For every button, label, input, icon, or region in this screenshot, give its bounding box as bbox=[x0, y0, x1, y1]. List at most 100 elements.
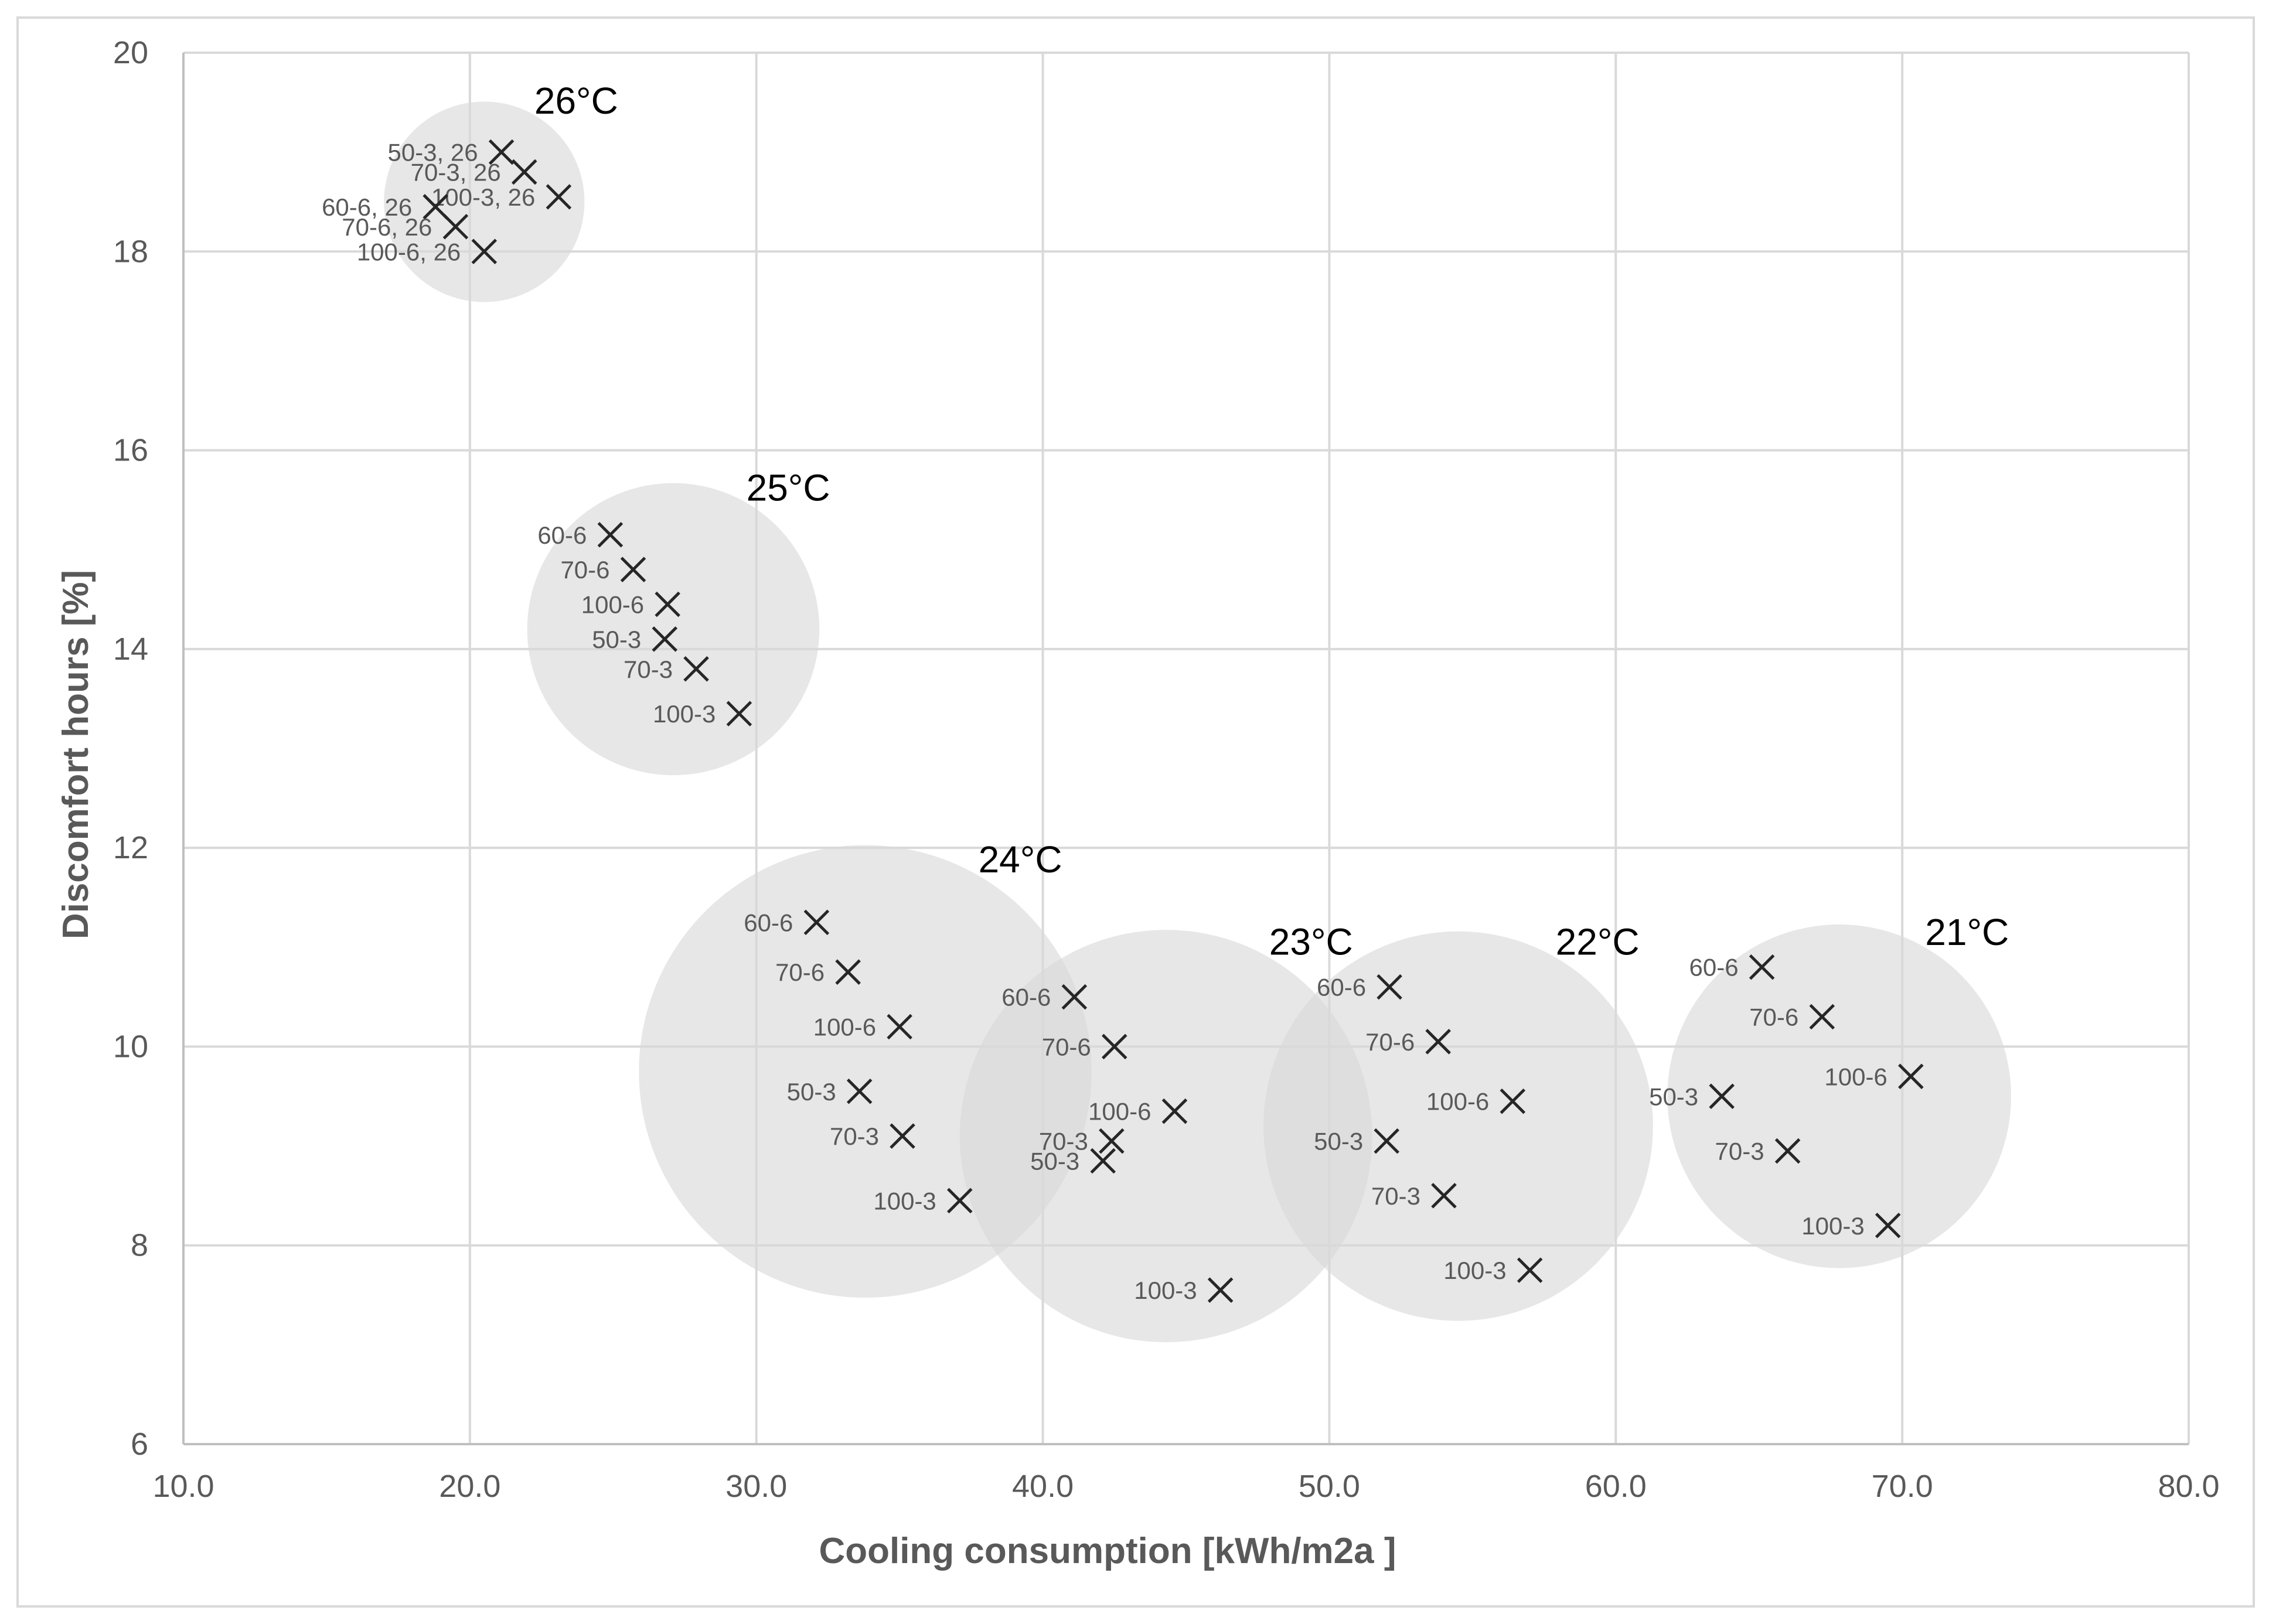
marker-stroke bbox=[846, 1079, 873, 1104]
point-label: 100-3 bbox=[1134, 1277, 1197, 1304]
point-marker bbox=[726, 701, 752, 726]
point-label: 100-6 bbox=[1088, 1098, 1151, 1125]
bubbles-layer bbox=[384, 101, 2011, 1343]
point-label: 60-6 bbox=[744, 909, 793, 936]
y-tick-label: 18 bbox=[113, 234, 148, 269]
marker-stroke bbox=[1774, 1138, 1801, 1164]
point-label: 100-3 bbox=[1443, 1257, 1506, 1284]
point-marker bbox=[947, 1188, 973, 1214]
marker-stroke bbox=[655, 591, 680, 617]
x-tick-label: 40.0 bbox=[1012, 1469, 1074, 1504]
point-label: 70-3 bbox=[624, 656, 673, 683]
point-label: 50-3, 26 bbox=[388, 139, 478, 166]
grid-layer bbox=[183, 52, 2190, 1444]
bubble-21c bbox=[1667, 924, 2011, 1268]
marker-stroke bbox=[1517, 1257, 1543, 1283]
point-label: 100-3 bbox=[653, 700, 716, 728]
marker-stroke bbox=[835, 959, 861, 985]
point-marker bbox=[1749, 954, 1775, 980]
point-marker bbox=[1207, 1277, 1234, 1303]
point-label: 70-3 bbox=[1371, 1182, 1420, 1210]
marker-stroke bbox=[620, 557, 646, 582]
point-label: 60-6 bbox=[537, 521, 587, 549]
marker-stroke bbox=[1425, 1029, 1451, 1055]
point-marker bbox=[1809, 1004, 1835, 1030]
marker-stroke bbox=[442, 214, 469, 240]
y-tick-label: 20 bbox=[113, 35, 148, 70]
marker-stroke bbox=[803, 909, 830, 936]
marker-stroke bbox=[1207, 1277, 1234, 1303]
point-marker bbox=[1709, 1083, 1735, 1110]
marker-stroke bbox=[1709, 1083, 1735, 1110]
marker-stroke bbox=[683, 656, 709, 682]
point-marker bbox=[1102, 1033, 1127, 1060]
point-label: 70-6 bbox=[560, 556, 609, 584]
point-label: 70-6 bbox=[1749, 1004, 1798, 1031]
marker-stroke bbox=[1161, 1098, 1188, 1124]
point-marker bbox=[597, 522, 624, 548]
point-label: 50-3 bbox=[787, 1078, 836, 1106]
y-tick-label: 12 bbox=[113, 830, 148, 865]
point-label: 70-3 bbox=[1715, 1138, 1764, 1165]
marker-stroke bbox=[597, 522, 624, 548]
point-marker bbox=[835, 959, 861, 985]
y-tick-label: 8 bbox=[131, 1228, 148, 1263]
marker-stroke bbox=[726, 701, 752, 726]
point-marker bbox=[1090, 1148, 1116, 1174]
x-tick-label: 20.0 bbox=[439, 1469, 500, 1504]
point-marker bbox=[511, 159, 537, 185]
group-label: 21°C bbox=[1925, 911, 2009, 953]
marker-stroke bbox=[1374, 1128, 1399, 1154]
point-label: 100-6 bbox=[813, 1014, 876, 1041]
point-marker bbox=[546, 184, 572, 210]
point-label: 70-6 bbox=[775, 958, 825, 986]
marker-stroke bbox=[1809, 1004, 1835, 1030]
marker-stroke bbox=[1500, 1088, 1526, 1114]
point-label: 100-6, 26 bbox=[357, 238, 461, 265]
point-marker bbox=[1377, 974, 1402, 1000]
point-marker bbox=[1425, 1029, 1451, 1055]
marker-stroke bbox=[1099, 1128, 1125, 1154]
marker-stroke bbox=[1749, 954, 1775, 980]
point-marker bbox=[442, 214, 469, 240]
point-marker bbox=[1099, 1128, 1125, 1154]
point-marker bbox=[890, 1123, 915, 1149]
point-label: 50-3 bbox=[1314, 1128, 1363, 1155]
x-tick-label: 80.0 bbox=[2158, 1469, 2219, 1504]
marker-stroke bbox=[488, 139, 515, 165]
point-marker bbox=[846, 1079, 873, 1104]
point-marker bbox=[1061, 984, 1088, 1010]
marker-stroke bbox=[511, 159, 537, 185]
marker-stroke bbox=[546, 184, 572, 210]
point-label: 50-3 bbox=[1649, 1083, 1698, 1110]
point-marker bbox=[620, 557, 646, 582]
x-tick-label: 30.0 bbox=[725, 1469, 787, 1504]
marker-stroke bbox=[1898, 1063, 1924, 1090]
point-label: 70-6 bbox=[1365, 1028, 1415, 1056]
point-marker bbox=[683, 656, 709, 682]
point-label: 100-3 bbox=[873, 1187, 936, 1214]
point-marker bbox=[887, 1014, 912, 1040]
point-label: 70-6, 26 bbox=[342, 213, 432, 241]
point-label: 70-3 bbox=[1039, 1128, 1088, 1155]
marker-stroke bbox=[1061, 984, 1088, 1010]
y-tick-label: 16 bbox=[113, 433, 148, 468]
point-marker bbox=[1517, 1257, 1543, 1283]
bubble-22c bbox=[1263, 931, 1653, 1321]
point-label: 70-6 bbox=[1042, 1033, 1091, 1060]
point-marker bbox=[1898, 1063, 1924, 1090]
x-tick-label: 10.0 bbox=[152, 1469, 214, 1504]
point-marker bbox=[1774, 1138, 1801, 1164]
x-tick-label: 60.0 bbox=[1585, 1469, 1647, 1504]
point-label: 50-3 bbox=[592, 626, 641, 653]
y-axis-title: Discomfort hours [%] bbox=[56, 570, 96, 939]
group-label: 24°C bbox=[979, 838, 1062, 881]
point-label: 60-6 bbox=[1001, 984, 1051, 1011]
marker-stroke bbox=[890, 1123, 915, 1149]
point-label: 50-3 bbox=[1030, 1148, 1079, 1175]
point-marker bbox=[652, 626, 678, 652]
point-label: 100-6 bbox=[1426, 1088, 1489, 1115]
x-axis-title: Cooling consumption [kWh/m2a ] bbox=[819, 1531, 1396, 1571]
